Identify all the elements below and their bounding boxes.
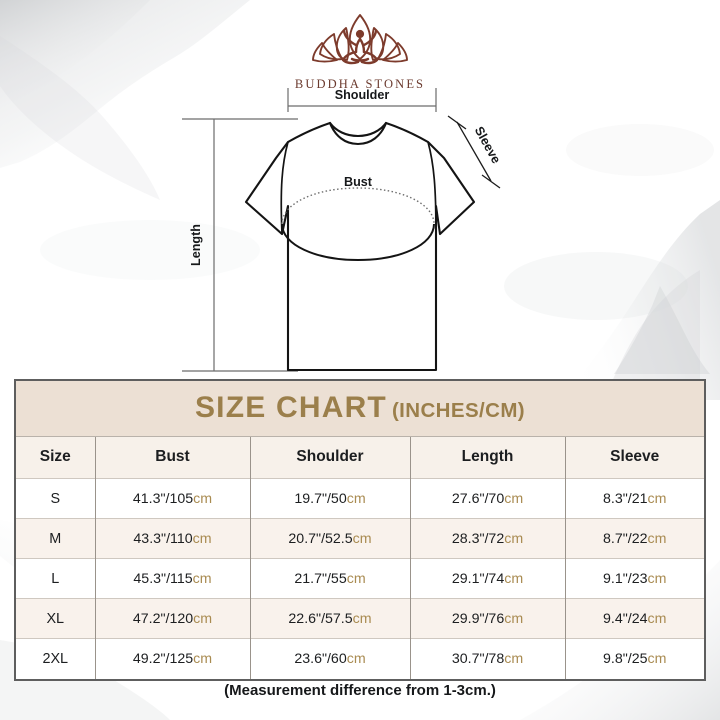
cell-size: 2XL — [16, 638, 96, 679]
cell-bust: 49.2"/125cm — [95, 638, 251, 679]
unit-label: cm — [647, 650, 667, 667]
size-chart-table-container: SIZE CHART (INCHES/CM) Size Bust Shoulder… — [14, 379, 706, 681]
size-chart-title-main: SIZE CHART — [194, 391, 387, 424]
sleeve-dimension-line — [447, 115, 501, 189]
unit-label: cm — [504, 650, 524, 667]
cell-shoulder: 22.6"/57.5cm — [250, 598, 411, 639]
unit-label: cm — [192, 570, 212, 587]
measurement-disclaimer: (Measurement difference from 1-3cm.) — [224, 682, 496, 699]
table-row: XL 47.2"/120cm 22.6"/57.5cm 29.9"/76cm 9… — [16, 598, 704, 639]
column-header-sleeve: Sleeve — [565, 437, 704, 479]
unit-label: cm — [346, 490, 366, 507]
shoulder-dimension-line — [287, 88, 437, 112]
unit-label: cm — [192, 530, 212, 547]
cell-sleeve: 9.8"/25cm — [565, 638, 704, 679]
length-label: Length — [189, 224, 203, 266]
cell-length: 29.9"/76cm — [410, 598, 566, 639]
table-row: M 43.3"/110cm 20.7"/52.5cm 28.3"/72cm 8.… — [16, 518, 704, 559]
unit-label: cm — [346, 650, 366, 667]
lotus-meditation-figure-icon — [312, 12, 408, 75]
unit-label: cm — [352, 530, 372, 547]
cell-size: M — [16, 518, 96, 559]
cell-sleeve: 9.4"/24cm — [565, 598, 704, 639]
column-header-length: Length — [410, 437, 566, 479]
unit-label: cm — [193, 490, 213, 507]
sleeve-label: Sleeve — [472, 124, 504, 166]
unit-label: cm — [504, 610, 524, 627]
cell-size: XL — [16, 598, 96, 639]
cell-bust: 47.2"/120cm — [95, 598, 251, 639]
cell-length: 28.3"/72cm — [410, 518, 566, 559]
unit-label: cm — [352, 610, 372, 627]
size-chart-table: Size Bust Shoulder Length Sleeve S 41.3"… — [16, 437, 704, 679]
column-header-bust: Bust — [95, 437, 251, 479]
cell-bust: 43.3"/110cm — [95, 518, 251, 559]
cell-size: S — [16, 478, 96, 519]
unit-label: cm — [504, 490, 524, 507]
cell-sleeve: 8.3"/21cm — [565, 478, 704, 519]
cell-shoulder: 21.7"/55cm — [250, 558, 411, 599]
unit-label: cm — [647, 490, 667, 507]
table-header-row: Size Bust Shoulder Length Sleeve — [16, 437, 704, 479]
cell-length: 30.7"/78cm — [410, 638, 566, 679]
unit-label: cm — [504, 570, 524, 587]
cell-sleeve: 8.7"/22cm — [565, 518, 704, 559]
cell-bust: 45.3"/115cm — [95, 558, 251, 599]
unit-label: cm — [504, 530, 524, 547]
cell-sleeve: 9.1"/23cm — [565, 558, 704, 599]
cell-shoulder: 23.6"/60cm — [250, 638, 411, 679]
table-row: S 41.3"/105cm 19.7"/50cm 27.6"/70cm 8.3"… — [16, 478, 704, 519]
table-row: 2XL 49.2"/125cm 23.6"/60cm 30.7"/78cm 9.… — [16, 638, 704, 679]
cell-shoulder: 19.7"/50cm — [250, 478, 411, 519]
shoulder-label: Shoulder — [335, 88, 390, 102]
unit-label: cm — [193, 610, 213, 627]
cell-shoulder: 20.7"/52.5cm — [250, 518, 411, 559]
size-chart-title: SIZE CHART (INCHES/CM) — [16, 381, 704, 437]
unit-label: cm — [647, 530, 667, 547]
table-row: L 45.3"/115cm 21.7"/55cm 29.1"/74cm 9.1"… — [16, 558, 704, 599]
brand-name: BUDDHA STONES — [294, 77, 426, 91]
column-header-shoulder: Shoulder — [250, 437, 411, 479]
length-dimension-line — [182, 118, 298, 372]
cell-bust: 41.3"/105cm — [95, 478, 251, 519]
unit-label: cm — [647, 570, 667, 587]
unit-label: cm — [193, 650, 213, 667]
t-shirt-outline-icon — [244, 121, 476, 372]
bust-measure-ellipse — [281, 187, 435, 262]
size-chart-title-units: (INCHES/CM) — [391, 399, 526, 422]
unit-label: cm — [647, 610, 667, 627]
tshirt-measurement-diagram: Shoulder Length Sleeve — [178, 84, 538, 380]
column-header-size: Size — [16, 437, 96, 479]
cell-length: 29.1"/74cm — [410, 558, 566, 599]
cell-length: 27.6"/70cm — [410, 478, 566, 519]
unit-label: cm — [346, 570, 366, 587]
brand-header: BUDDHA STONES — [0, 12, 720, 92]
bust-label: Bust — [344, 175, 373, 189]
cell-size: L — [16, 558, 96, 599]
